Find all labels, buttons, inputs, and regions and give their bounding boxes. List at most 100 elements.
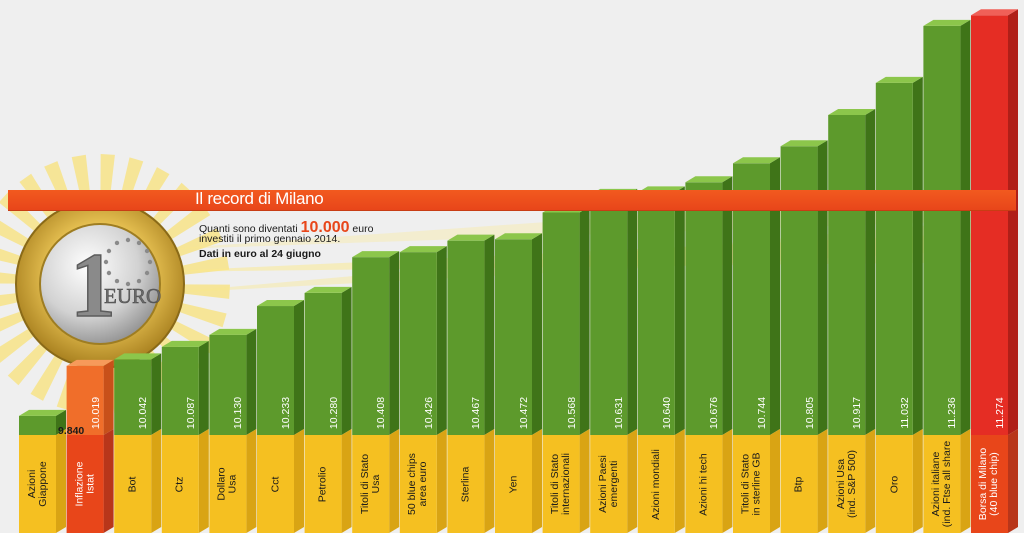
category-label: Sterlina — [447, 439, 484, 529]
bar — [66, 359, 114, 533]
euro-coin-icon: 1 EURO — [15, 199, 185, 369]
label-column — [161, 435, 199, 533]
label-column-side — [532, 429, 542, 533]
category-label-text: Titoli di Stato in sterline GB — [739, 452, 763, 516]
value-label: 10.426 — [422, 396, 435, 430]
bar-top — [66, 359, 114, 366]
bar-front — [875, 82, 913, 436]
label-column-side — [341, 429, 352, 533]
bar-front — [447, 240, 485, 435]
bar-side — [960, 19, 971, 436]
bar-side — [103, 359, 114, 435]
category-label: Borsa di Milano (40 blue chip) — [971, 439, 1008, 529]
category-label-text: Azioni Paesi emergenti — [596, 455, 620, 513]
value-label: 11.274 — [994, 397, 1006, 429]
coin-star — [136, 278, 142, 284]
bar-side — [341, 286, 352, 435]
bar — [352, 251, 400, 533]
category-label-text: Titoli di Stato internazionali — [549, 453, 573, 515]
value-label: 9.840 — [58, 425, 85, 437]
label-column-side — [56, 429, 66, 533]
bar — [447, 234, 495, 533]
label-column — [19, 435, 56, 533]
label-column — [542, 435, 580, 533]
category-label-text: Petrolio — [316, 466, 329, 502]
category-label: Azioni Usa (ind. S&P 500) — [828, 439, 865, 529]
bar-front — [19, 415, 56, 435]
value-label: 10.408 — [375, 396, 388, 430]
label-column-side — [627, 429, 638, 533]
subtitle-highlight-amount: 10.000 — [300, 219, 350, 236]
category-label-text: Ctz — [173, 476, 186, 492]
label-column — [971, 435, 1008, 533]
bar-front — [971, 15, 1008, 436]
label-column — [447, 435, 485, 533]
category-label-text: Cct — [269, 476, 281, 492]
bar-front — [161, 346, 199, 435]
label-column — [257, 435, 294, 533]
label-column — [495, 435, 532, 533]
label-column — [66, 435, 104, 533]
bar-side — [579, 206, 590, 435]
coin-star — [144, 270, 150, 276]
chart-title: Il record di Milano — [195, 189, 324, 208]
bar — [971, 9, 1018, 533]
label-column-side — [674, 429, 685, 533]
bar-front — [637, 192, 675, 435]
value-label: 10.805 — [803, 396, 816, 430]
bar-front — [542, 212, 580, 435]
category-label-text: Btp — [792, 476, 805, 492]
bar-side — [151, 353, 162, 435]
bar-front — [590, 194, 628, 435]
label-column-side — [960, 429, 971, 533]
bar-front — [685, 182, 723, 435]
bar-top — [161, 340, 209, 347]
bar — [161, 340, 209, 533]
subtitle-after: euro — [349, 223, 374, 235]
bar-top — [447, 234, 495, 241]
category-label: Azioni mondiali — [638, 439, 675, 529]
value-label: 10.019 — [89, 396, 102, 430]
bar — [875, 76, 923, 533]
value-label: 10.568 — [565, 396, 578, 430]
bar-front — [923, 25, 961, 436]
bar-side — [817, 140, 828, 435]
bar — [828, 108, 876, 533]
label-column-side — [579, 429, 590, 533]
label-column — [780, 435, 818, 533]
coin-star — [136, 240, 142, 246]
bar-top — [19, 409, 66, 416]
category-label: Titoli di Stato Usa — [352, 439, 389, 529]
value-label: 10.640 — [660, 396, 673, 430]
value-label: 10.676 — [708, 396, 721, 430]
coin-star — [103, 259, 109, 265]
category-label-text: Azioni Giappone — [25, 461, 49, 507]
label-column — [637, 435, 675, 533]
bar — [399, 246, 447, 533]
label-column-side — [246, 429, 257, 533]
value-label: 10.472 — [518, 396, 530, 430]
bar-top — [114, 353, 162, 360]
category-label-text: Oro — [887, 475, 900, 493]
category-label: Petrolio — [305, 439, 342, 529]
category-label-text: Inflazione Istat — [73, 461, 97, 507]
coin-star — [114, 278, 120, 284]
bar-top — [685, 176, 733, 183]
value-label: 10.631 — [613, 396, 626, 430]
bar — [495, 233, 542, 533]
label-column — [875, 435, 913, 533]
bar-top — [495, 233, 542, 240]
category-label-text: Azioni Usa (ind. S&P 500) — [834, 449, 858, 519]
bar-side — [912, 76, 923, 436]
label-column-side — [436, 429, 447, 533]
bar-top — [352, 251, 400, 258]
coin-star — [106, 248, 112, 254]
category-label: Bot — [114, 439, 151, 529]
subtitle-line1: Quanti sono diventati 10.000 euro — [199, 219, 373, 237]
value-label: 10.280 — [327, 396, 340, 430]
bar-front — [114, 359, 152, 435]
label-column — [590, 435, 628, 533]
coin-star — [125, 281, 131, 287]
bar-front — [352, 257, 390, 435]
value-label: 11.032 — [898, 397, 911, 429]
